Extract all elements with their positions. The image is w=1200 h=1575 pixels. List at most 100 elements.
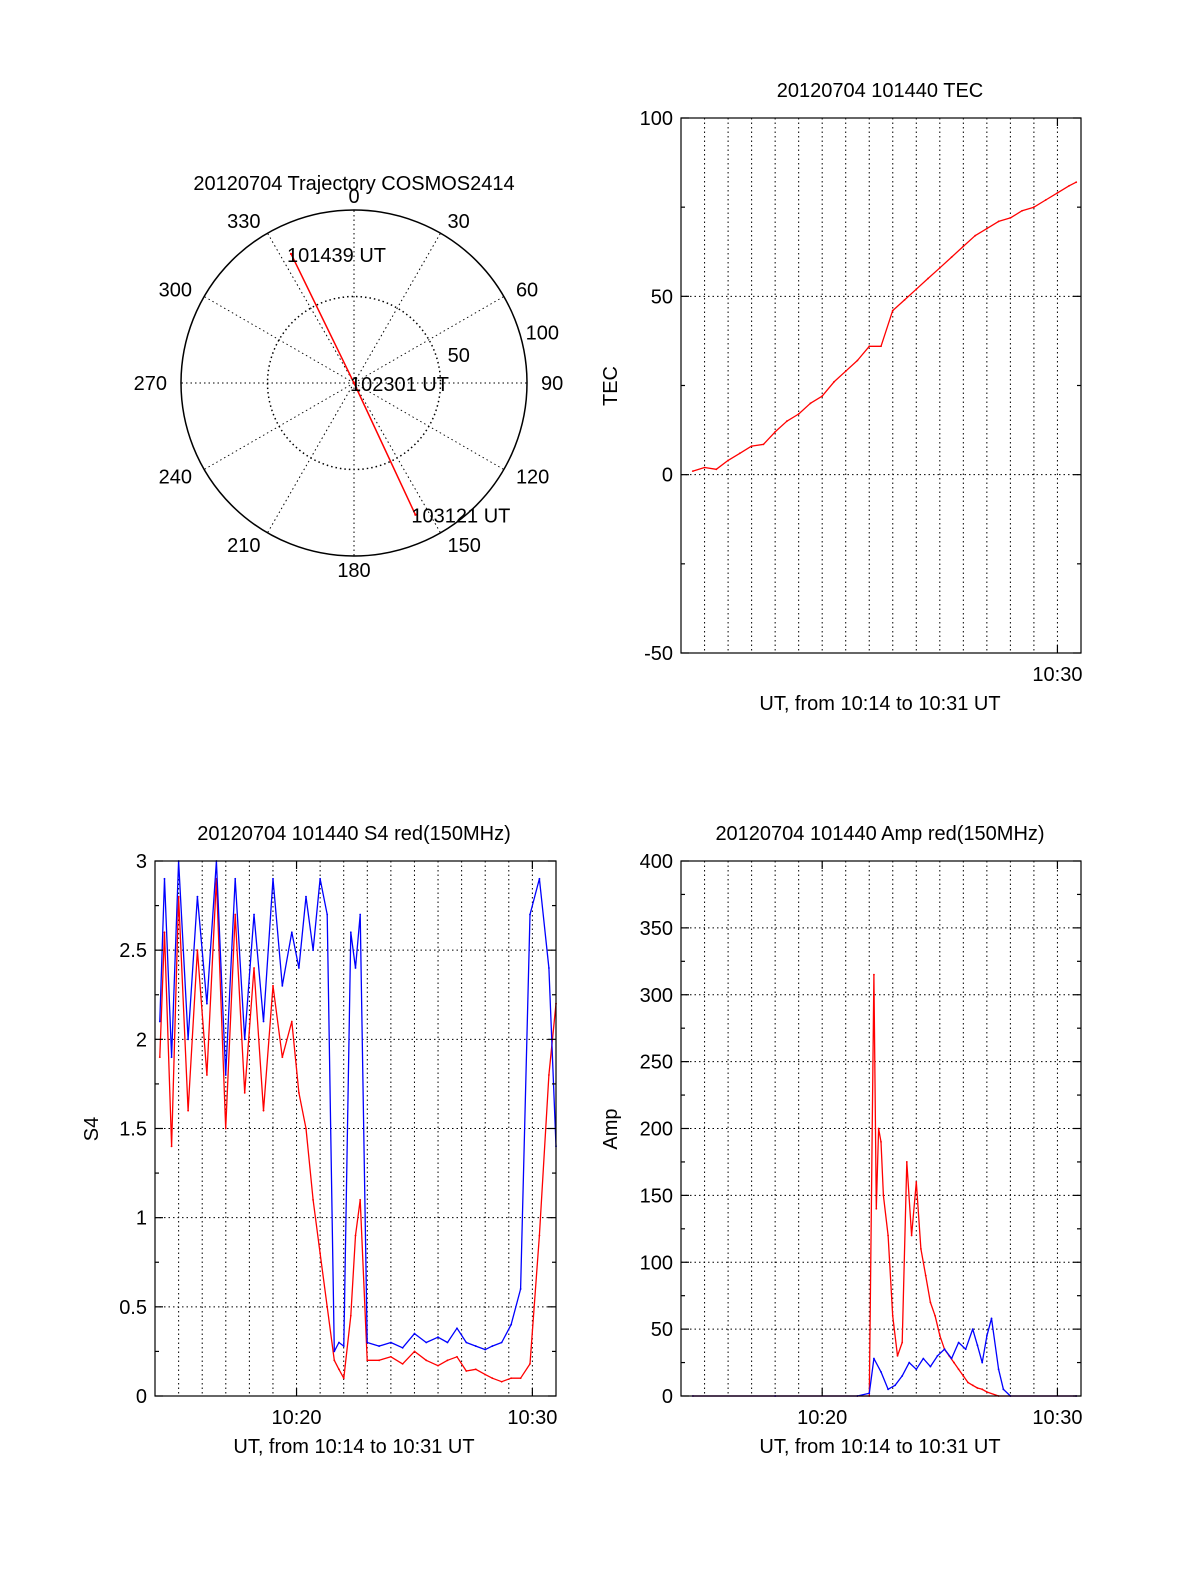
tec-data-point: [985, 227, 988, 230]
s4-ytick-label: 2.5: [119, 940, 147, 962]
amp-data-point: [905, 1161, 908, 1163]
amp-data-point: [929, 1301, 932, 1304]
s4-data-point: [413, 1332, 416, 1335]
tec-data-point: [962, 245, 965, 248]
s4-data-point: [474, 1368, 477, 1371]
s4-data-point: [401, 1346, 404, 1349]
amp-ytick-label: 200: [640, 1119, 673, 1141]
s4-data-point: [500, 1341, 503, 1344]
s4-data-point: [401, 1363, 404, 1365]
amp-data-point: [873, 1357, 875, 1360]
s4-data-point: [529, 913, 531, 916]
amp-title: 20120704 101440 Amp red(150MHz): [715, 823, 1044, 845]
s4-data-point: [389, 1355, 392, 1358]
s4-data-point: [262, 1020, 265, 1023]
amp-data-point: [971, 1384, 974, 1387]
s4-data-point: [484, 1348, 487, 1351]
s4-data-point: [338, 1341, 340, 1344]
s4-data-point: [312, 1198, 314, 1201]
amp-data-point: [985, 1391, 988, 1393]
polar-spoke: [203, 296, 355, 384]
s4-ytick-label: 1: [136, 1208, 147, 1230]
tec-data-point: [785, 420, 788, 423]
tec-ytick-label: 0: [662, 465, 673, 487]
tec-data-point: [797, 413, 800, 415]
s4-data-point: [158, 1056, 161, 1059]
amp-ytick-label: 0: [662, 1386, 673, 1408]
amp-series-line-1: [692, 1317, 1077, 1397]
s4-data-point: [354, 967, 357, 969]
tec-data-point: [938, 266, 941, 269]
tec-data-point: [903, 299, 906, 301]
polar-angle-label: 120: [516, 467, 549, 489]
amp-data-point: [896, 1354, 899, 1357]
polar-angle-label: 300: [159, 280, 192, 302]
amp-data-point: [922, 1357, 925, 1360]
s4-data-point: [333, 1359, 336, 1362]
amp-data-point: [877, 1127, 880, 1130]
s4-data-point: [437, 1364, 439, 1367]
s4-xtick-label: 10:20: [272, 1407, 322, 1429]
amp-data-point: [868, 1392, 871, 1395]
s4-data-point: [206, 1074, 208, 1076]
amp-data-point: [887, 1234, 889, 1237]
s4-data-point: [548, 967, 550, 969]
amp-data-point: [880, 1371, 882, 1373]
tec-ytick-label: -50: [644, 643, 673, 665]
tec-xtick-label: 10:30: [1032, 664, 1082, 686]
s4-data-point: [326, 1305, 329, 1308]
amp-ytick-label: 100: [640, 1252, 673, 1274]
amp-data-point: [950, 1357, 953, 1360]
amp-xtick-label: 10:20: [797, 1407, 847, 1429]
tec-data-point: [774, 430, 777, 433]
amp-data-point: [875, 1207, 878, 1210]
tec-data-point: [1056, 192, 1059, 194]
polar-radial-label: 100: [526, 323, 559, 345]
polar-spoke: [353, 382, 441, 534]
amp-grid: [681, 861, 1081, 1396]
s4-data-point: [253, 967, 255, 969]
polar-angle-labels: 0 30 60 90 120 150 180 210 240 270 300 330 50 100: [134, 186, 564, 582]
tec-data-point: [915, 288, 918, 291]
s4-data-point: [456, 1355, 458, 1358]
s4-data-point: [491, 1345, 494, 1347]
trajectory-title: 20120704 Trajectory COSMOS2414: [193, 173, 514, 195]
s4-data-point: [354, 1234, 357, 1237]
polar-angle-label: 0: [348, 186, 359, 208]
polar-spoke: [353, 296, 505, 384]
s4-data-point: [548, 1074, 550, 1076]
s4-data-point: [465, 1370, 468, 1372]
s4-data-point: [272, 877, 274, 880]
polar-angle-label: 150: [448, 535, 481, 557]
amp-data-point: [936, 1354, 939, 1357]
tec-data-point: [856, 359, 859, 362]
trajectory-point: [414, 513, 417, 516]
amp-data-point: [934, 1314, 936, 1317]
s4-data-point: [538, 877, 541, 880]
amp-axes: 0 50 100 150 200 250 300 350 400 10:20 10:30: [640, 851, 1083, 1429]
tec-data-point: [809, 402, 812, 405]
s4-data-point: [262, 1109, 265, 1112]
s4-data-point: [359, 913, 362, 916]
s4-data-point: [187, 1038, 190, 1041]
tec-data-point: [821, 395, 824, 398]
tec-data-point: [691, 470, 694, 472]
tec-data-point: [750, 445, 753, 448]
polar-angle-label: 330: [227, 211, 260, 233]
s4-data-point: [326, 913, 329, 916]
polar-outer-circle: [180, 209, 528, 557]
tec-data-point: [1075, 181, 1078, 184]
tec-data-point: [997, 220, 1000, 223]
s4-data-point: [366, 1359, 369, 1362]
amp-frame: [680, 860, 1082, 1397]
s4-data-point: [446, 1359, 449, 1362]
s4-series-line-0: [159, 878, 557, 1383]
tec-data-point: [833, 381, 835, 383]
amp-data-point: [976, 1344, 979, 1347]
tec-data-point: [738, 452, 741, 455]
tec-ytick-label: 100: [640, 108, 673, 130]
polar-grid: [180, 209, 528, 557]
s4-data-point: [243, 1038, 246, 1041]
tec-data-point: [950, 256, 953, 258]
